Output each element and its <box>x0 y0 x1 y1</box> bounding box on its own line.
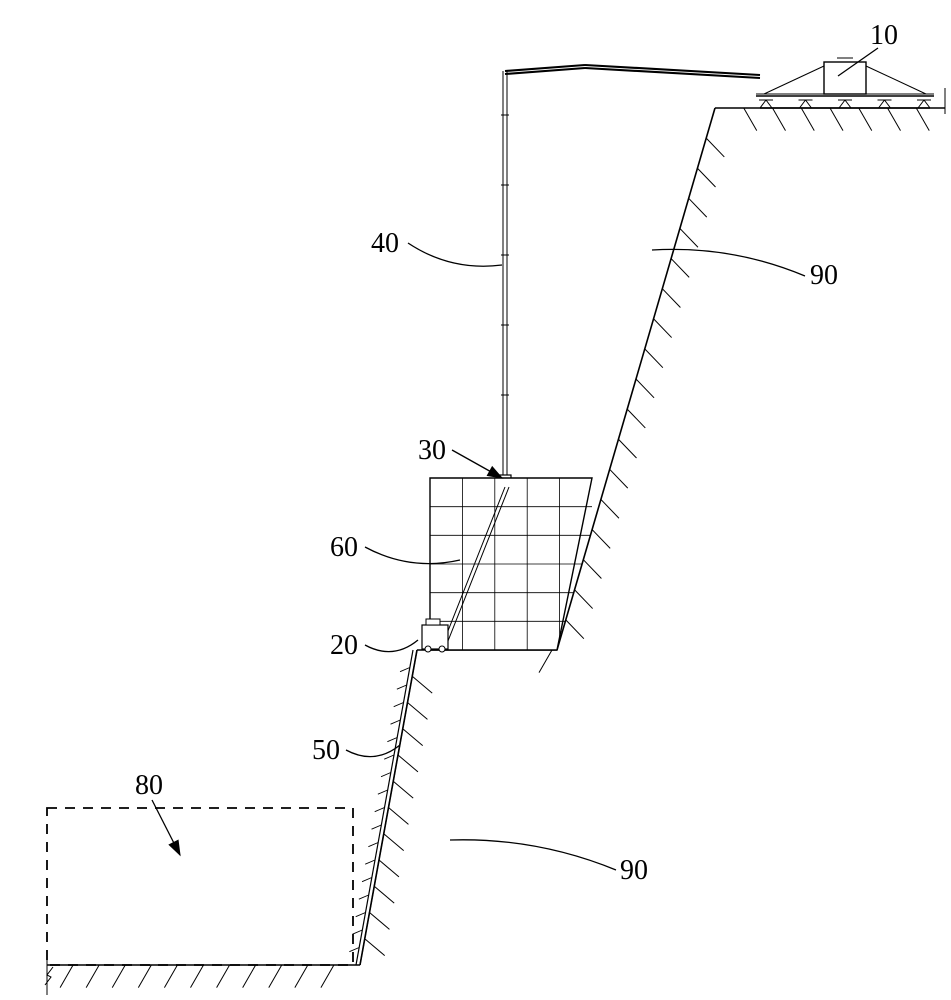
label-80: 80 <box>135 770 163 802</box>
diagram-svg <box>0 0 951 1000</box>
label-10: 10 <box>870 20 898 52</box>
label-50: 50 <box>312 735 340 767</box>
label-60: 60 <box>330 532 358 564</box>
label-40: 40 <box>371 228 399 260</box>
label-90a: 90 <box>810 260 838 292</box>
label-90b: 90 <box>620 855 648 887</box>
diagram-stage: 10 40 90 30 60 20 50 80 90 <box>0 0 951 1000</box>
label-30: 30 <box>418 435 446 467</box>
label-20: 20 <box>330 630 358 662</box>
